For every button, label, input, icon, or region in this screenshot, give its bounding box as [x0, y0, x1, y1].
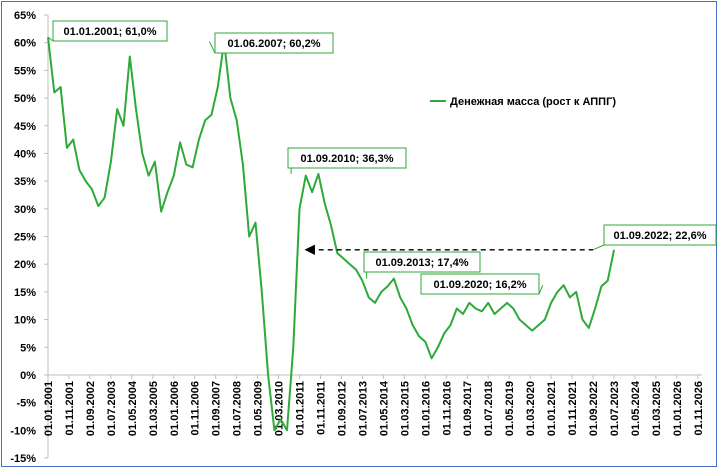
- annotation-leader: [208, 41, 216, 54]
- y-tick-label: 45%: [14, 121, 36, 133]
- x-tick-label: 01.11.2006: [190, 381, 202, 435]
- legend: Денежная масса (рост к АППГ): [430, 96, 616, 108]
- annotation-label: 01.09.2020; 16,2%: [434, 279, 527, 291]
- y-tick-label: 5%: [20, 342, 36, 354]
- x-tick-label: 01.05.2024: [630, 380, 642, 436]
- annotation-label: 01.09.2022; 22,6%: [614, 230, 707, 242]
- x-tick-label: 01.07.2013: [357, 381, 369, 436]
- y-tick-label: 35%: [14, 176, 36, 188]
- y-tick-label: 25%: [14, 232, 36, 244]
- annotation-leader: [538, 285, 544, 295]
- annotation-label: 01.09.2013; 17,4%: [376, 257, 469, 269]
- x-tick-label: 01.11.2016: [441, 381, 453, 435]
- y-tick-label: 60%: [14, 38, 36, 50]
- x-tick-label: 01.07.2023: [609, 381, 621, 436]
- x-tick-label: 01.01.2011: [295, 381, 307, 435]
- x-tick-label: 01.11.2026: [693, 381, 705, 435]
- annotation-label: 01.09.2010; 36,3%: [301, 153, 394, 165]
- x-tick-label: 01.11.2021: [567, 381, 579, 435]
- x-tick-label: 01.03.2020: [525, 381, 537, 436]
- x-tick-label: 01.01.2001: [43, 381, 55, 436]
- annotation-box: [603, 224, 717, 246]
- annotation-label: 01.06.2007; 60,2%: [228, 38, 321, 50]
- series-line-money-supply: [47, 37, 615, 432]
- x-axis: 01.01.2001 01.11.2001 01.09.2002 01.07.2003…: [43, 374, 705, 436]
- x-tick-label: 01.01.2016: [420, 381, 432, 436]
- x-tick-label: 01.09.2007: [211, 381, 223, 436]
- annotation-box: [420, 273, 540, 295]
- y-tick-label: 10%: [14, 315, 36, 327]
- x-tick-label: 01.07.2008: [232, 381, 244, 436]
- x-tick-label: 01.05.2004: [127, 380, 139, 436]
- x-tick-label: 01.09.2002: [85, 381, 97, 436]
- x-tick-label: 01.09.2022: [588, 381, 600, 436]
- x-tick-label: 01.05.2014: [378, 380, 390, 436]
- x-tick-label: 01.05.2009: [253, 381, 265, 436]
- y-tick-label: -5%: [16, 398, 36, 410]
- y-tick-label: 50%: [14, 93, 36, 105]
- annotation-box: [214, 32, 334, 54]
- annotations: 01.01.2001; 61,0% 01.06.2007; 60,2% 01.09.…: [47, 20, 717, 295]
- x-tick-label: 01.01.2026: [672, 381, 684, 436]
- x-tick-label: 01.09.2012: [336, 381, 348, 436]
- y-tick-label: 40%: [14, 148, 36, 160]
- y-tick-label: 0%: [20, 370, 36, 382]
- legend-label: Денежная масса (рост к АППГ): [450, 96, 616, 108]
- y-tick-label: -15%: [10, 453, 36, 465]
- y-axis: 65% 60% 55% 50% 45% 40% 35% 30% 25% 20% 15% 10% 5% 0%…: [10, 10, 49, 465]
- y-tick-label: 65%: [14, 10, 36, 22]
- y-tick-label: -10%: [10, 425, 36, 437]
- y-tick-label: 15%: [14, 287, 36, 299]
- y-tick-label: 55%: [14, 65, 36, 77]
- x-tick-label: 01.03.2005: [148, 381, 160, 436]
- x-tick-label: 01.07.2018: [483, 381, 495, 436]
- x-tick-label: 01.11.2001: [64, 381, 76, 435]
- annotation-leader: [592, 244, 605, 251]
- x-tick-label: 01.03.2025: [651, 381, 663, 436]
- annotation-label: 01.01.2001; 61,0%: [64, 26, 157, 38]
- x-tick-label: 01.07.2003: [106, 381, 118, 436]
- x-tick-label: 01.03.2015: [399, 381, 411, 436]
- x-tick-label: 01.09.2017: [462, 381, 474, 436]
- y-tick-label: 30%: [14, 204, 36, 216]
- x-tick-label: 01.05.2019: [504, 381, 516, 436]
- annotation-leader: [47, 36, 54, 42]
- annotation-box: [363, 251, 481, 273]
- x-tick-label: 01.01.2006: [169, 381, 181, 436]
- annotation-box: [52, 20, 168, 42]
- x-tick-label: 01.01.2021: [546, 381, 558, 436]
- annotation-box: [287, 147, 407, 169]
- y-tick-label: 20%: [14, 259, 36, 271]
- x-tick-label: 01.11.2011: [316, 381, 328, 435]
